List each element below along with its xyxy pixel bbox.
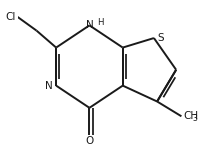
Text: 3: 3 — [192, 114, 197, 123]
Text: N: N — [45, 81, 53, 91]
Text: H: H — [97, 18, 103, 27]
Text: CH: CH — [183, 111, 198, 121]
Text: S: S — [158, 33, 164, 42]
Text: Cl: Cl — [5, 12, 15, 22]
Text: N: N — [86, 20, 93, 30]
Text: O: O — [85, 136, 94, 146]
